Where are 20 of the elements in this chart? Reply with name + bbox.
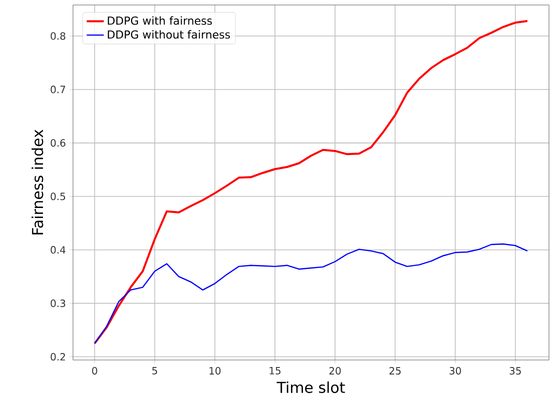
x-axis-title: Time slot [276, 381, 345, 394]
y-tick-label: 0.7 [50, 86, 66, 94]
y-tick-label: 0.4 [50, 246, 66, 254]
line-series [94, 243, 528, 344]
legend-label: DDPG with fairness [108, 16, 212, 25]
y-axis-title: Fairness index [32, 130, 44, 234]
x-tick-label: 15 [270, 367, 280, 374]
x-tick-label: 5 [152, 367, 158, 374]
x-tick-label: 35 [510, 367, 521, 375]
x-tick-label: 10 [210, 367, 221, 375]
y-tick-label: 0.6 [50, 139, 66, 147]
y-tick-label: 0.2 [50, 352, 65, 361]
y-tick-label: 0.3 [50, 300, 66, 308]
y-tick-label: 0.8 [50, 32, 66, 40]
y-tick-label: 0.5 [50, 192, 66, 200]
x-tick-label: 20 [329, 367, 341, 375]
legend-label: DDPG without fairness [108, 30, 230, 39]
x-tick-label: 30 [450, 367, 461, 375]
x-tick-label: 0 [92, 367, 98, 375]
x-tick-label: 25 [390, 367, 401, 375]
